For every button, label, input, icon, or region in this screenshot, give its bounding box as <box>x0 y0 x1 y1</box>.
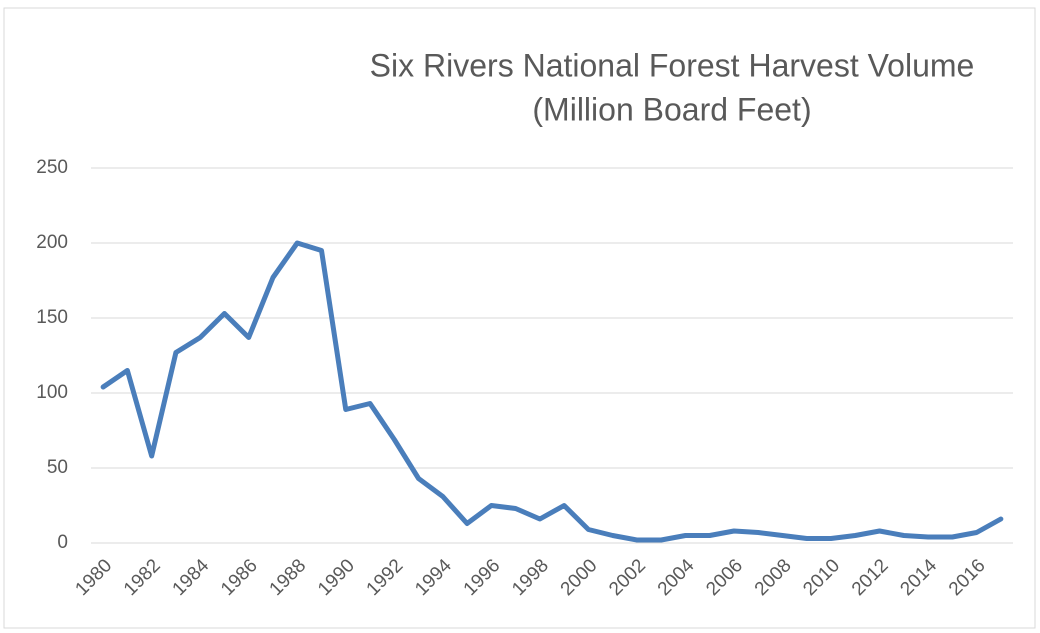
chart-title: Six Rivers National Forest Harvest Volum… <box>370 47 975 83</box>
y-tick-label: 150 <box>36 307 68 328</box>
y-tick-label: 250 <box>36 157 68 178</box>
y-tick-label: 0 <box>57 532 68 553</box>
y-tick-label: 200 <box>36 232 68 253</box>
y-tick-label: 100 <box>36 382 68 403</box>
chart-subtitle: (Million Board Feet) <box>532 91 811 127</box>
y-tick-label: 50 <box>47 457 68 478</box>
line-series <box>100 240 1004 543</box>
